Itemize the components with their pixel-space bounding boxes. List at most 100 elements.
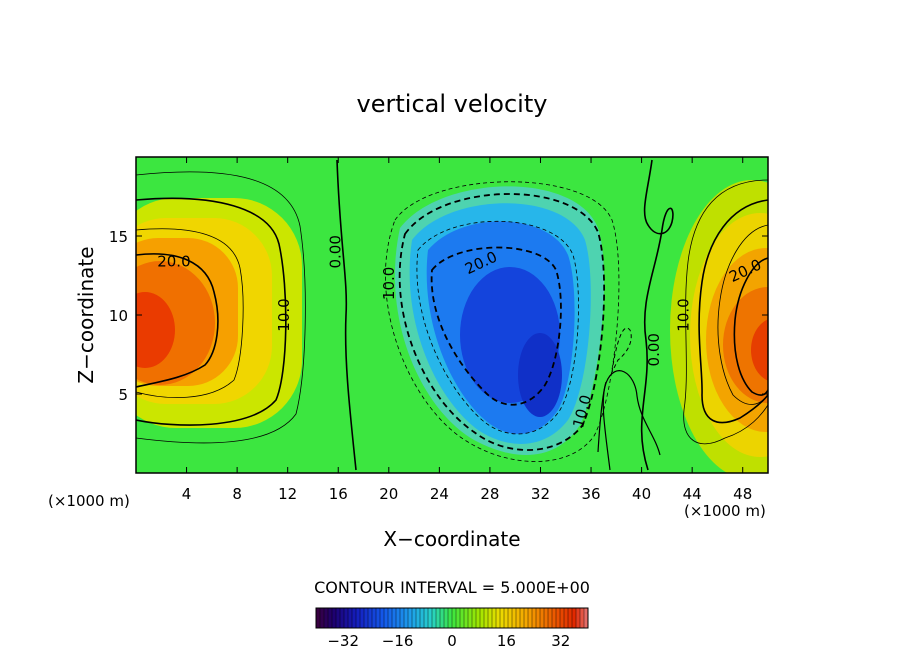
- colorbar-segment: [580, 608, 585, 628]
- colorbar-segment: [472, 608, 477, 628]
- colorbar-segment: [484, 608, 489, 628]
- colorbar-tick-label: 32: [551, 632, 570, 650]
- colorbar-segment: [496, 608, 501, 628]
- x-tick-label: 8: [232, 485, 242, 503]
- colorbar-segment: [436, 608, 441, 628]
- colorbar-segment: [568, 608, 573, 628]
- contour-lines: [136, 159, 768, 471]
- colorbar-segment: [364, 608, 369, 628]
- x-unit-right: (×1000 m): [684, 502, 766, 520]
- colorbar-segment: [576, 608, 581, 628]
- contour-20-left: [136, 253, 219, 388]
- contour-label-text: 0.00: [327, 235, 345, 268]
- contour-0-left: [336, 159, 357, 471]
- colorbar-segment: [564, 608, 569, 628]
- contour-label: 10.0: [674, 298, 692, 331]
- colorbar-segment: [504, 608, 509, 628]
- contour-label: 0.00: [645, 333, 663, 366]
- colorbar-segment: [524, 608, 529, 628]
- colorbar-segment: [512, 608, 517, 628]
- colorbar-segment: [404, 608, 409, 628]
- x-unit-left: (×1000 m): [48, 492, 130, 510]
- colorbar-segment: [392, 608, 397, 628]
- x-tick-label: 48: [733, 485, 752, 503]
- contour-neg10: [398, 193, 605, 451]
- colorbar-segment: [572, 608, 577, 628]
- colorbar-segment: [548, 608, 553, 628]
- colorbar-segment: [380, 608, 385, 628]
- colorbar-segment: [532, 608, 537, 628]
- colorbar-segment: [316, 608, 321, 628]
- contour-5-left: [136, 171, 306, 444]
- colorbar-segment: [432, 608, 437, 628]
- x-tick-label: 4: [182, 485, 192, 503]
- colorbar-segment: [324, 608, 329, 628]
- colorbar-segment: [540, 608, 545, 628]
- colorbar-segment: [508, 608, 513, 628]
- left-updraft-cell: [136, 198, 302, 428]
- contour-interval-label: CONTOUR INTERVAL = 5.000E+00: [314, 578, 590, 597]
- downdraft-core: [518, 333, 562, 417]
- colorbar-segment: [352, 608, 357, 628]
- contour-15-right: [717, 224, 768, 405]
- updraft-core: [136, 292, 175, 368]
- contour-0-center-a: [602, 370, 661, 471]
- colorbar-segment: [360, 608, 365, 628]
- updraft-band-4: [723, 287, 768, 403]
- colorbar-segment: [584, 608, 589, 628]
- colorbar-segment: [476, 608, 481, 628]
- colorbar-segment: [488, 608, 493, 628]
- contour-5-right: [683, 179, 768, 445]
- colorbar-segment: [528, 608, 533, 628]
- contour-20-right: [733, 257, 768, 396]
- colorbar-segment: [520, 608, 525, 628]
- x-tick-label: 32: [531, 485, 550, 503]
- contour-10-left: [136, 197, 287, 426]
- x-tick-label: 28: [480, 485, 499, 503]
- colorbar-segment: [544, 608, 549, 628]
- x-tick-label: 40: [632, 485, 651, 503]
- contour-label-text: 10.0: [275, 298, 293, 331]
- colorbar-segment: [552, 608, 557, 628]
- colorbar-segment: [344, 608, 349, 628]
- contour-neg15: [416, 220, 579, 435]
- contour-label-text: 20.0: [157, 252, 190, 270]
- colorbar-segment: [480, 608, 485, 628]
- contour-label-text: 10.0: [380, 267, 398, 300]
- colorbar-segment: [424, 608, 429, 628]
- y-axis: 5 10 15: [109, 228, 768, 404]
- contour-label-text: 0.00: [645, 333, 663, 366]
- colorbar-segment: [556, 608, 561, 628]
- colorbar-segment: [376, 608, 381, 628]
- colorbar-segment: [460, 608, 465, 628]
- colorbar-segment: [368, 608, 373, 628]
- colorbar-segment: [396, 608, 401, 628]
- colorbar-segment: [464, 608, 469, 628]
- colorbar-segment: [388, 608, 393, 628]
- colorbar-segment: [452, 608, 457, 628]
- colorbar-segment: [336, 608, 341, 628]
- colorbar-segment: [560, 608, 565, 628]
- colorbar-segment: [440, 608, 445, 628]
- colorbar-segment: [416, 608, 421, 628]
- colorbar-segment: [456, 608, 461, 628]
- colorbar-segment: [536, 608, 541, 628]
- contour-0-center-b: [597, 381, 607, 453]
- contour-0-right: [640, 159, 674, 471]
- colorbar-segment: [468, 608, 473, 628]
- x-axis-title: X−coordinate: [383, 527, 520, 551]
- contour-neg-small: [611, 327, 632, 373]
- contour-10-right: [698, 199, 768, 424]
- colorbar-tick-label: −16: [382, 632, 414, 650]
- x-tick-label: 12: [278, 485, 297, 503]
- chart-title: vertical velocity: [357, 90, 548, 118]
- right-updraft-cell: [670, 180, 768, 473]
- colorbar-segment: [384, 608, 389, 628]
- colorbar-segment: [348, 608, 353, 628]
- updraft-core: [751, 319, 768, 381]
- contour-label: 0.00: [327, 235, 345, 268]
- contour-label: 10.0: [380, 267, 398, 300]
- y-tick-label: 15: [109, 228, 128, 246]
- colorbar-segment: [448, 608, 453, 628]
- contour-label: 10.0: [275, 298, 293, 331]
